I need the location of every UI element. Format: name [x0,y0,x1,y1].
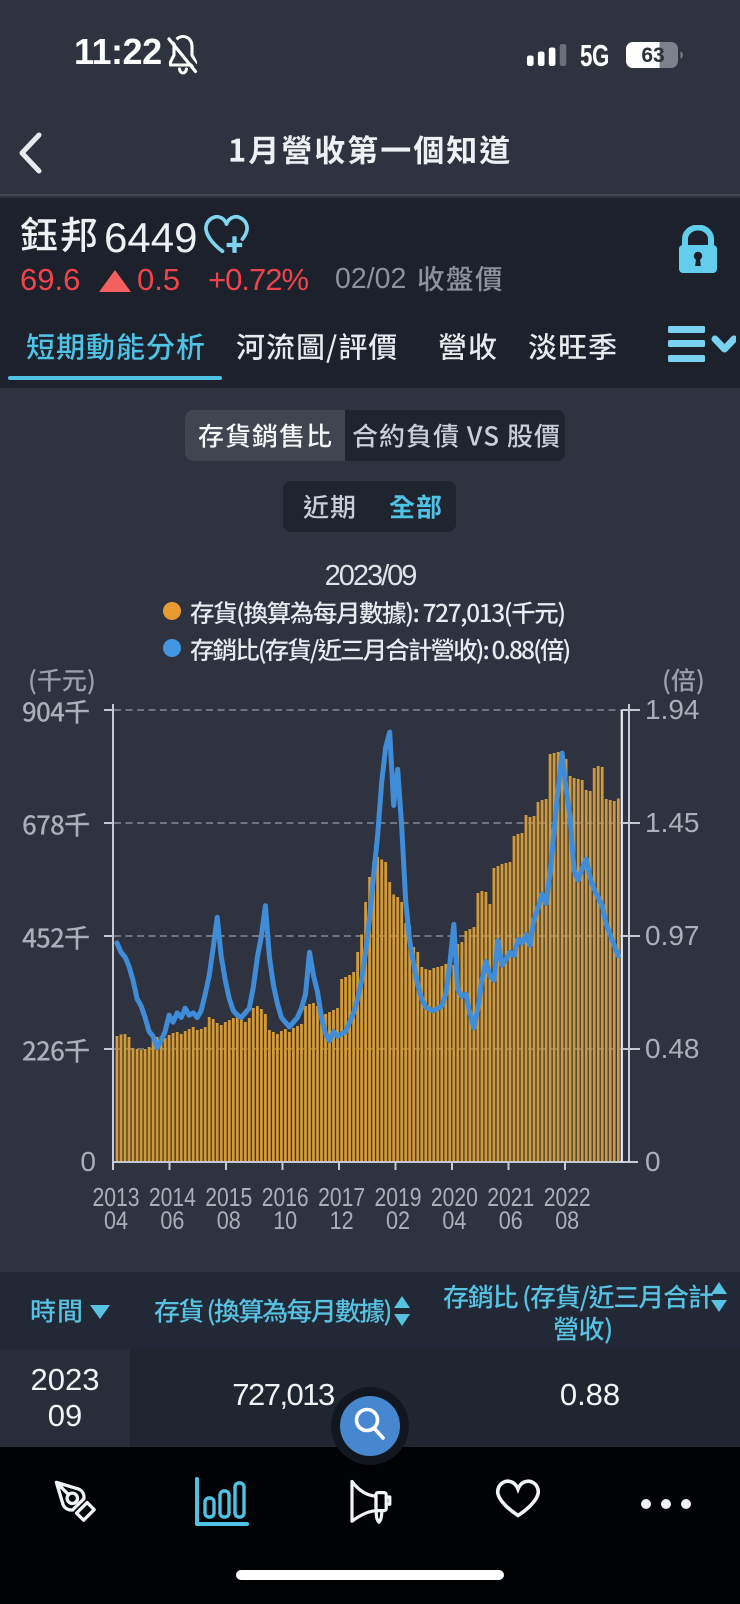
svg-text:1.45: 1.45 [645,807,700,838]
svg-text:0: 0 [80,1146,96,1177]
svg-text:2020: 2020 [431,1182,478,1212]
svg-text:2017: 2017 [318,1182,365,1212]
svg-text:2021: 2021 [487,1182,534,1212]
svg-text:63: 63 [641,44,664,67]
svg-text:0: 0 [645,1146,661,1177]
svg-text:12: 12 [330,1207,354,1235]
svg-text:2013: 2013 [93,1182,140,1212]
svg-text:0.48: 0.48 [645,1033,700,1064]
svg-text:06: 06 [499,1207,523,1235]
svg-text:02: 02 [386,1207,410,1235]
svg-text:2014: 2014 [149,1182,196,1212]
svg-text:2016: 2016 [262,1182,309,1212]
svg-text:1.94: 1.94 [645,694,700,725]
svg-text:2019: 2019 [375,1182,422,1212]
svg-text:06: 06 [160,1207,184,1235]
svg-text:04: 04 [442,1207,466,1235]
svg-text:04: 04 [104,1207,128,1235]
svg-text:10: 10 [273,1207,297,1235]
svg-text:2015: 2015 [205,1182,252,1212]
svg-text:0.97: 0.97 [645,920,700,951]
svg-text:08: 08 [217,1207,241,1235]
svg-text:08: 08 [555,1207,579,1235]
svg-text:2022: 2022 [544,1182,591,1212]
